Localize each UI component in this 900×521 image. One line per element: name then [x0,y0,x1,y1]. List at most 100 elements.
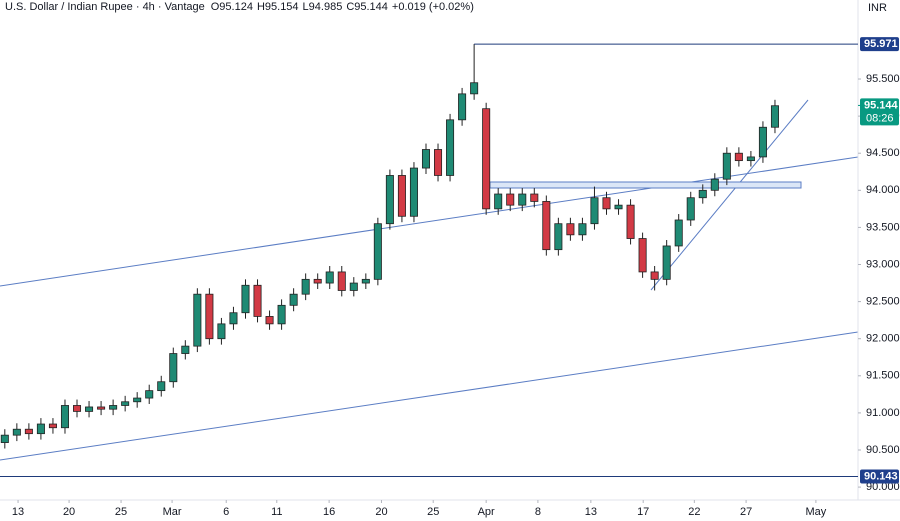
legend-close: C95.144 [346,1,388,13]
legend-open: O95.124 [211,1,253,13]
candle-body [686,197,695,221]
candle-body [626,204,635,239]
candle-body [133,397,142,403]
y-tick-label: 92.500 [866,296,900,308]
candle-body [193,293,202,347]
candle-body [614,204,623,210]
candle-body [373,223,382,280]
symbol-title: U.S. Dollar / Indian Rupee · 4h · Vantag… [5,1,205,13]
legend-change: +0.019 (+0.02%) [392,1,474,13]
x-tick-label: Mar [163,506,182,518]
candle-body [36,423,45,435]
x-tick-label: 20 [63,506,75,518]
candle-body [301,278,310,295]
candle-body [458,93,467,121]
y-tick-label: 93.000 [866,258,900,270]
candle-body [674,219,683,247]
x-tick-label: 22 [688,506,700,518]
candle-body [73,405,82,412]
chart-title: U.S. Dollar / Indian Rupee · 4h · Vantag… [5,1,474,13]
candle-body [12,428,21,436]
candle-body [325,271,334,284]
y-tick-label: 92.000 [866,333,900,345]
candle-body [698,189,707,199]
candle-body [542,201,551,251]
candle-body [409,167,418,217]
candle-body [494,193,503,210]
candle-body [638,238,647,273]
x-tick-label: 25 [115,506,127,518]
candle-body [482,108,491,210]
y-tick-label: 91.500 [866,370,900,382]
x-tick-label: 27 [740,506,752,518]
candle-body [722,152,731,180]
candle-body [650,271,659,280]
y-tick-label: 94.500 [866,147,900,159]
y-tick-label: 94.000 [866,184,900,196]
low-marker-box [860,469,899,484]
candle-body [24,428,33,435]
candle-body [554,223,563,251]
candle-body [337,271,346,291]
candle-body [241,284,250,314]
legend-high: H95.154 [257,1,299,13]
y-tick-label: 90.000 [866,481,900,493]
x-tick-label: 16 [323,506,335,518]
countdown-label: 08:26 [866,112,894,124]
x-tick-label: 13 [12,506,24,518]
x-tick-label: May [805,506,826,518]
candle-body [710,178,719,191]
last-price-box [860,98,899,126]
candle-body [397,175,406,217]
candle-body [361,278,370,284]
candle-body [277,304,286,325]
candle-body [349,282,358,291]
y-tick-label: 93.500 [866,221,900,233]
x-tick-label: 25 [427,506,439,518]
candle-body [181,345,190,354]
candle-body [734,152,743,162]
candle-body [0,434,9,443]
candle-body [205,293,214,340]
candle-body [602,197,611,210]
candle-body [770,105,779,128]
x-tick-label: 8 [535,506,541,518]
candle-body [85,406,94,412]
candle-body [434,149,443,176]
candle-body [746,156,755,162]
candle-body [48,423,57,429]
candle-body [662,245,671,280]
candle-body [470,82,479,95]
legend-low: L94.985 [303,1,343,13]
candle-body [97,406,106,410]
channel-lower-line [0,331,859,461]
candle-body [60,405,69,429]
candle-body [169,353,178,383]
low-marker-label: 90.143 [864,470,898,482]
candle-body [421,149,431,169]
zone-rectangle [489,181,802,189]
x-tick-label: 17 [637,506,649,518]
candle-body [446,119,455,176]
high-marker-box [860,37,899,52]
candle-body [217,323,226,340]
candle-body [590,197,599,225]
candle-body [758,126,767,158]
candle-body [121,401,130,406]
candle-body [109,405,118,410]
candle-body [506,193,515,206]
candle-body [289,293,298,306]
y-tick-label: 90.500 [866,444,900,456]
candle-body [530,193,539,202]
candle-body [566,223,575,236]
currency-label[interactable]: INR [868,2,887,14]
x-tick-label: 11 [271,506,282,518]
x-tick-label: Apr [478,506,495,518]
candle-body [313,278,322,284]
trend-line [650,99,809,291]
candle-body [229,312,238,325]
x-tick-label: 13 [585,506,597,518]
candle-body [145,390,154,399]
